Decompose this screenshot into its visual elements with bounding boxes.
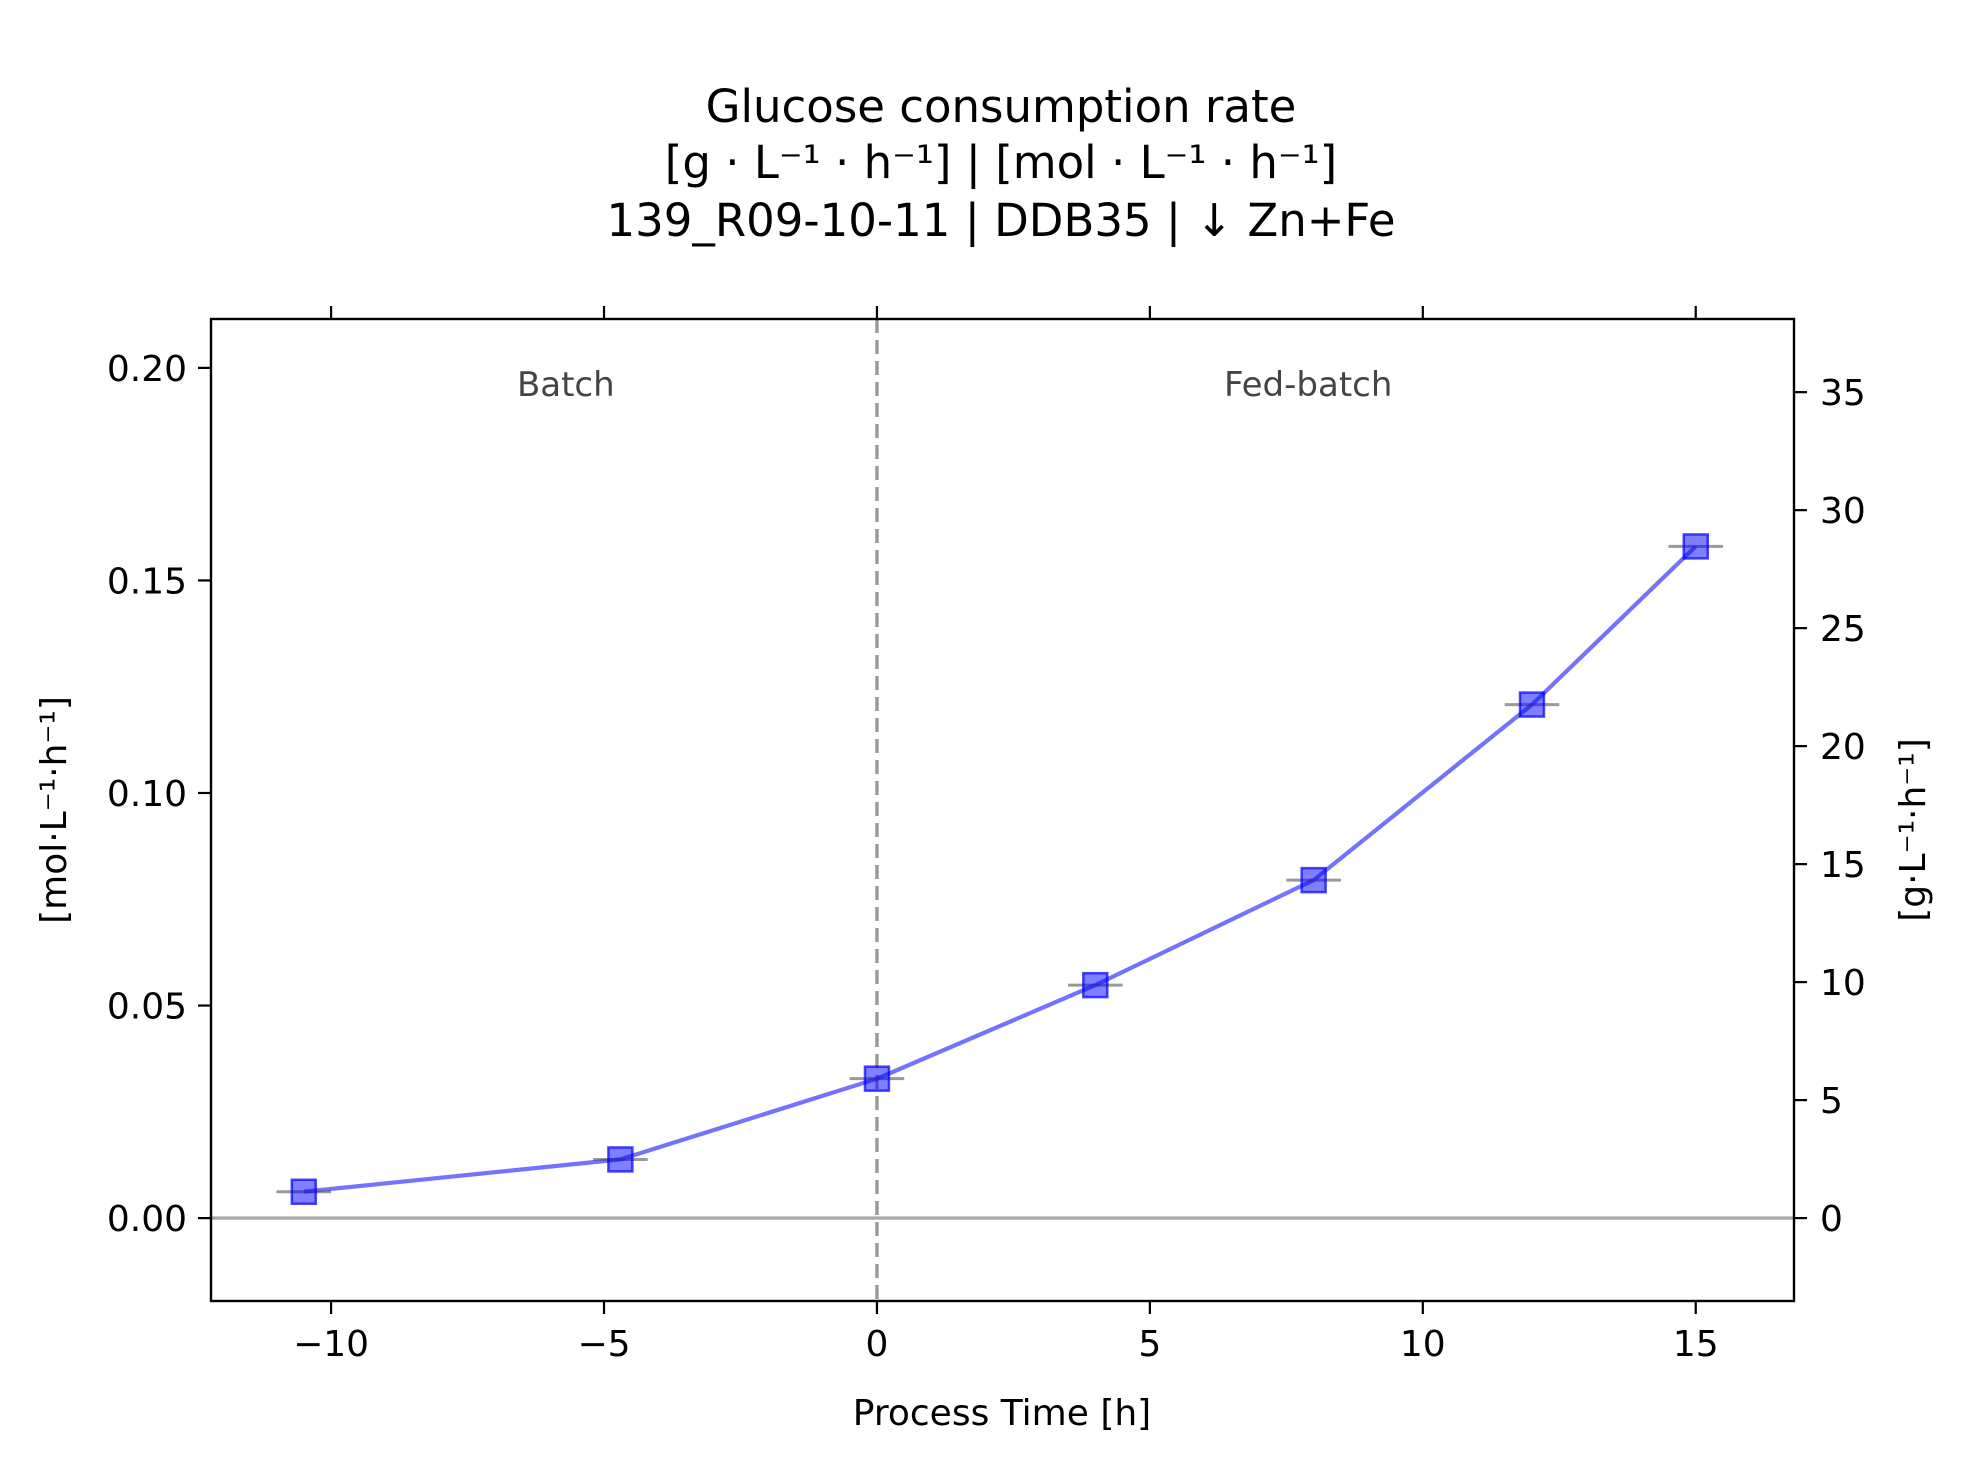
plot-area: [211, 319, 1794, 1301]
y-right-tick-label: 15: [1820, 845, 1866, 886]
data-point: [1082, 971, 1109, 999]
phase-label-fed-batch: Fed-batch: [1224, 365, 1392, 405]
y-right-tick-label: 35: [1820, 373, 1866, 414]
y-left-tick-label: 0.05: [107, 987, 187, 1028]
title-line-3: 139_R09-10-11 | DDB35 | ↓ Zn+Fe: [606, 194, 1395, 247]
data-point: [1300, 866, 1327, 894]
data-point: [863, 1065, 891, 1092]
y-left-tick-label: 0.00: [107, 1199, 187, 1240]
title-line-1: Glucose consumption rate: [706, 80, 1297, 133]
data-point: [290, 1178, 318, 1205]
plot-frame: [209, 317, 1796, 1303]
x-tick-label: −5: [577, 1324, 630, 1365]
x-tick-label: 5: [1138, 1324, 1161, 1365]
data-point: [607, 1146, 634, 1173]
x-axis-top: [329, 306, 1697, 319]
y-axis-left-label: [mol·L⁻¹·h⁻¹]: [34, 696, 75, 924]
y-axis-right: 0 5 10 15 20 25 30 35: [1794, 373, 1866, 1240]
chart-title: Glucose consumption rate [g · L⁻¹ · h⁻¹]…: [606, 80, 1395, 247]
x-tick-label: −10: [293, 1324, 369, 1365]
y-right-tick-label: 25: [1820, 609, 1866, 650]
y-right-tick-label: 10: [1820, 963, 1866, 1004]
series-group: [276, 533, 1724, 1205]
phase-labels: Batch Fed-batch: [517, 365, 1392, 405]
x-axis-bottom: −10 −5 0 5 10 15: [293, 1301, 1719, 1365]
y-left-tick-label: 0.10: [107, 774, 187, 815]
y-left-tick-label: 0.20: [107, 349, 187, 390]
y-axis-left: 0.00 0.05 0.10 0.15 0.20: [107, 349, 211, 1240]
x-tick-label: 15: [1673, 1324, 1719, 1365]
title-line-2: [g · L⁻¹ · h⁻¹] | [mol · L⁻¹ · h⁻¹]: [665, 136, 1337, 189]
y-axis-right-label: [g·L⁻¹·h⁻¹]: [1893, 738, 1934, 922]
y-right-tick-label: 30: [1820, 491, 1866, 532]
x-axis-label: Process Time [h]: [853, 1393, 1151, 1434]
phase-label-batch: Batch: [517, 365, 615, 405]
x-tick-label: 0: [865, 1324, 888, 1365]
data-point: [1682, 533, 1709, 560]
y-left-tick-label: 0.15: [107, 561, 187, 602]
y-right-tick-label: 5: [1820, 1081, 1843, 1122]
data-point: [1518, 691, 1546, 718]
x-tick-label: 10: [1400, 1324, 1446, 1365]
y-right-tick-label: 0: [1820, 1199, 1843, 1240]
y-right-tick-label: 20: [1820, 727, 1866, 768]
